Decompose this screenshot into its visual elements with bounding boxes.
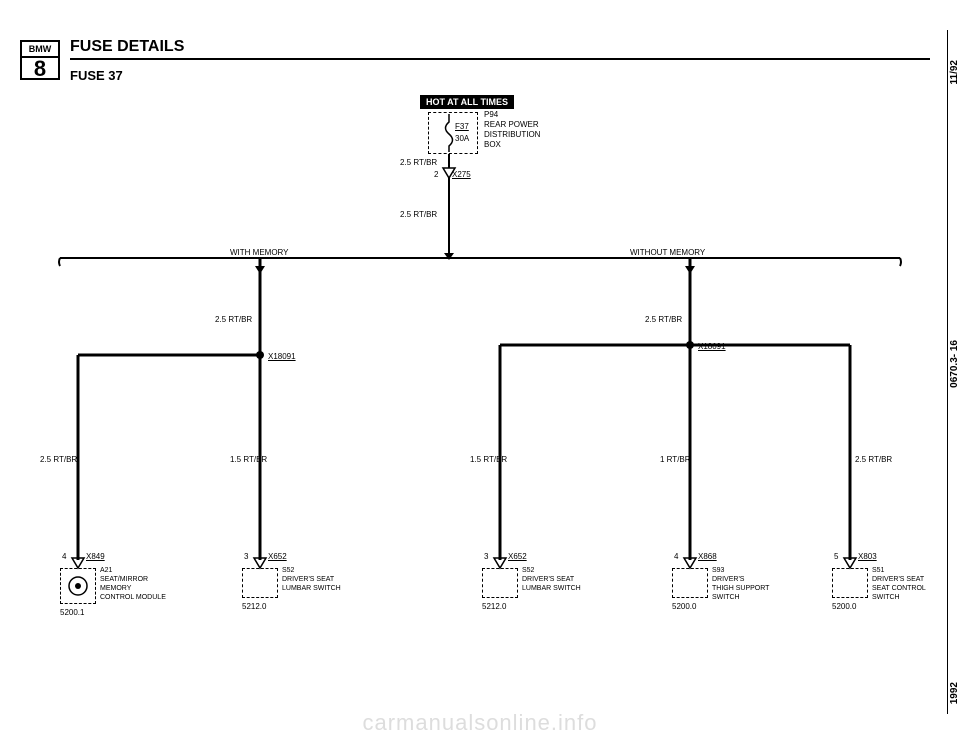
c4-ref: S93 bbox=[712, 566, 724, 575]
c3-l1: DRIVER'S SEAT bbox=[522, 575, 574, 584]
c1-l1: SEAT/MIRROR bbox=[100, 575, 148, 584]
c3-ref: S52 bbox=[522, 566, 534, 575]
c2-conn: X652 bbox=[268, 552, 287, 561]
c1-l2: MEMORY bbox=[100, 584, 131, 593]
c2-l2: LUMBAR SWITCH bbox=[282, 584, 341, 593]
c3-box bbox=[482, 568, 518, 598]
module-icon bbox=[66, 574, 90, 598]
c1-ref: A21 bbox=[100, 566, 112, 575]
wiring-diagram bbox=[0, 0, 960, 744]
c1-l3: CONTROL MODULE bbox=[100, 593, 166, 602]
c2-ref: S52 bbox=[282, 566, 294, 575]
c1-page: 5200.1 bbox=[60, 608, 84, 617]
c4-l1: DRIVER'S bbox=[712, 575, 744, 584]
c5-page: 5200.0 bbox=[832, 602, 856, 611]
c1-pin: 4 bbox=[62, 552, 66, 561]
c4-l2: THIGH SUPPORT bbox=[712, 584, 769, 593]
watermark: carmanualsonline.info bbox=[0, 710, 960, 736]
c1-conn: X849 bbox=[86, 552, 105, 561]
c4-box bbox=[672, 568, 708, 598]
c4-l3: SWITCH bbox=[712, 593, 740, 602]
c5-ref: S51 bbox=[872, 566, 884, 575]
c2-box bbox=[242, 568, 278, 598]
c4-page: 5200.0 bbox=[672, 602, 696, 611]
c2-page: 5212.0 bbox=[242, 602, 266, 611]
c5-conn: X803 bbox=[858, 552, 877, 561]
c5-l2: SEAT CONTROL bbox=[872, 584, 926, 593]
c3-conn: X652 bbox=[508, 552, 527, 561]
c2-l1: DRIVER'S SEAT bbox=[282, 575, 334, 584]
c4-pin: 4 bbox=[674, 552, 678, 561]
c3-page: 5212.0 bbox=[482, 602, 506, 611]
c3-pin: 3 bbox=[484, 552, 488, 561]
c5-l1: DRIVER'S SEAT bbox=[872, 575, 924, 584]
c5-pin: 5 bbox=[834, 552, 838, 561]
c3-l2: LUMBAR SWITCH bbox=[522, 584, 581, 593]
c2-pin: 3 bbox=[244, 552, 248, 561]
c4-conn: X868 bbox=[698, 552, 717, 561]
c5-box bbox=[832, 568, 868, 598]
c5-l3: SWITCH bbox=[872, 593, 900, 602]
